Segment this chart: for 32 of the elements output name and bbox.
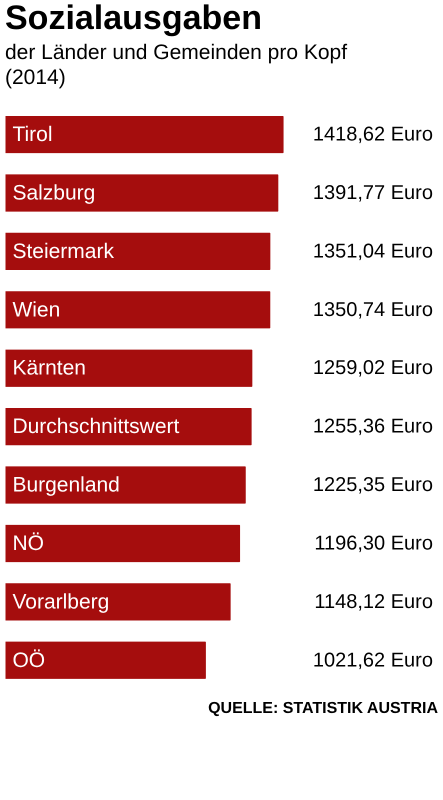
source-note: QUELLE: STATISTIK AUSTRIA [208, 699, 438, 719]
y-tick-label: Kärnten [12, 356, 86, 380]
data-label: 1255,36 Euro [312, 416, 433, 438]
bar [6, 174, 278, 212]
y-tick-label: Salzburg [12, 181, 96, 204]
y-tick-label: NÖ [12, 532, 44, 555]
y-tick-label: Tirol [12, 123, 52, 146]
data-label: 1021,62 Euro [312, 649, 433, 672]
bar [6, 232, 270, 270]
data-label: 1350,74 Euro [312, 298, 433, 321]
bar [6, 642, 206, 679]
y-tick-label: OÖ [12, 648, 46, 672]
y-tick-label: Vorarlberg [12, 590, 110, 614]
y-tick-label: Burgenland [12, 474, 120, 497]
bar [6, 583, 231, 620]
data-label: 1418,62 Euro [312, 124, 433, 146]
bar [6, 524, 240, 562]
data-label: 1391,77 Euro [312, 182, 433, 204]
data-label: 1148,12 Euro [314, 590, 433, 613]
data-label: 1196,30 Euro [314, 532, 433, 554]
bar [6, 291, 270, 328]
y-tick-label: Steiermark [12, 240, 114, 263]
data-label: 1351,04 Euro [312, 240, 433, 262]
bar [6, 350, 252, 387]
data-label: 1225,35 Euro [312, 474, 433, 496]
bar [6, 116, 284, 154]
y-tick-label: Wien [12, 298, 60, 322]
bar [6, 466, 246, 504]
data-label: 1259,02 Euro [312, 357, 433, 380]
y-tick-label: Durchschnittswert [12, 415, 180, 438]
chart-title: Sozialausgaben [5, 0, 262, 37]
chart-subtitle: der Länder und Gemeinden pro Kopf (2014) [5, 40, 348, 90]
